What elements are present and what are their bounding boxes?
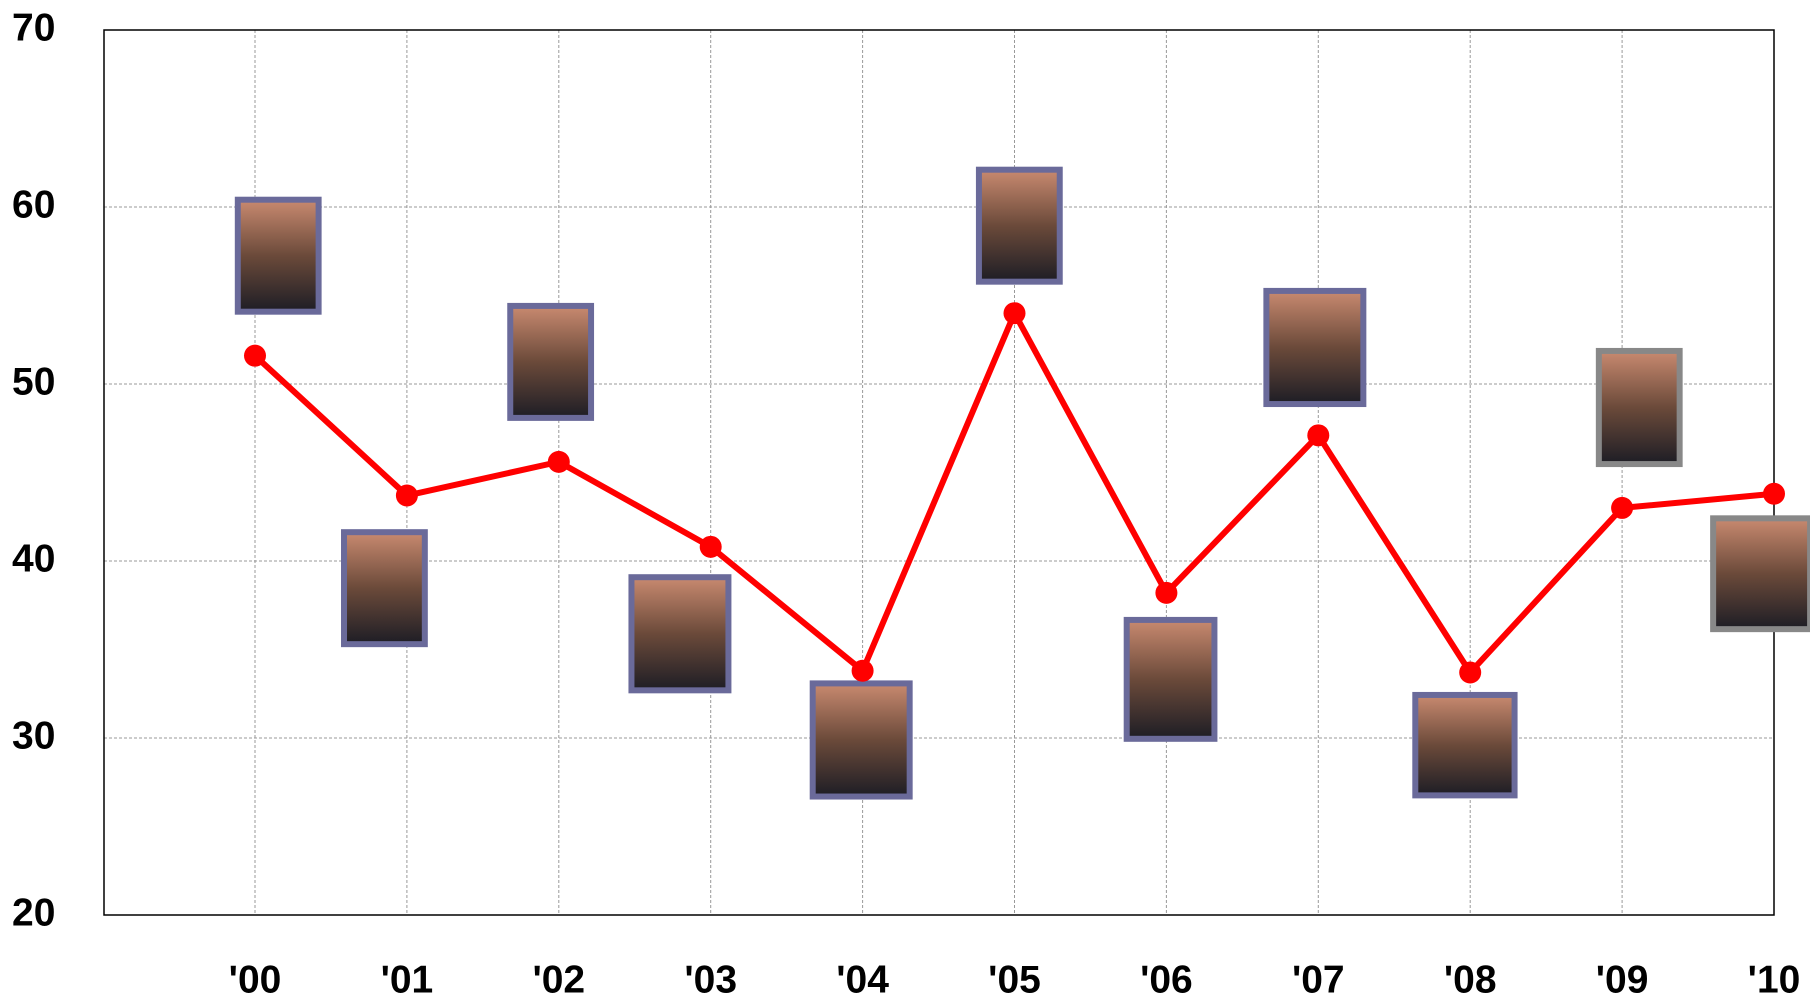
plot-frame <box>104 30 1774 915</box>
point <box>548 451 570 473</box>
x-tick-label: '01 <box>381 958 434 1001</box>
point <box>396 485 418 507</box>
y-tick-label: 70 <box>12 6 55 49</box>
x-tick-label: '02 <box>532 958 585 1001</box>
x-tick-label: '05 <box>988 958 1041 1001</box>
point <box>1459 662 1481 684</box>
point <box>1155 582 1177 604</box>
point <box>1004 302 1026 324</box>
x-tick-label: '06 <box>1140 958 1193 1001</box>
x-tick-label: '07 <box>1292 958 1345 1001</box>
point <box>852 660 874 682</box>
grid <box>104 30 1774 915</box>
photo <box>1713 518 1810 629</box>
chart: 20 30 40 50 60 70 '00 '01 '02 '03 '04 '05 '06 '07 '08 '… <box>0 0 1810 1002</box>
photo <box>344 532 425 644</box>
point <box>700 536 722 558</box>
x-tick-label: '03 <box>684 958 737 1001</box>
x-tick-label: '04 <box>836 958 889 1001</box>
photo <box>1266 291 1363 404</box>
photo <box>813 683 910 796</box>
photo <box>238 200 319 312</box>
photo <box>510 306 591 418</box>
point <box>1611 497 1633 519</box>
photo <box>1127 620 1215 739</box>
photo <box>1415 695 1514 795</box>
x-tick-label: '10 <box>1748 958 1801 1001</box>
x-tick-label: '09 <box>1596 958 1649 1001</box>
y-tick-label: 30 <box>12 714 55 757</box>
point <box>1307 424 1329 446</box>
y-tick-label: 20 <box>12 891 55 934</box>
x-tick-label: '08 <box>1444 958 1497 1001</box>
photo <box>979 170 1060 282</box>
x-tick-label: '00 <box>229 958 282 1001</box>
photo <box>1599 351 1680 464</box>
point <box>1763 483 1785 505</box>
y-tick-label: 60 <box>12 183 55 226</box>
point <box>244 345 266 367</box>
page: 20 30 40 50 60 70 '00 '01 '02 '03 '04 '05 '06 '07 '08 '… <box>0 0 1810 1002</box>
y-tick-label: 40 <box>12 537 55 580</box>
y-tick-label: 50 <box>12 360 55 403</box>
photo <box>631 577 728 690</box>
